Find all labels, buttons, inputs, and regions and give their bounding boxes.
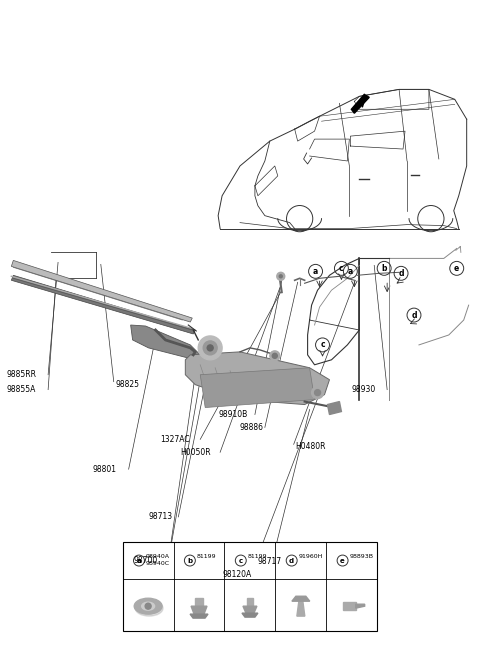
Text: 98120A: 98120A: [222, 570, 252, 579]
Ellipse shape: [135, 600, 163, 616]
Text: 98930: 98930: [351, 385, 376, 394]
Circle shape: [203, 341, 217, 355]
Text: d: d: [411, 311, 417, 319]
Polygon shape: [247, 599, 253, 606]
Text: H0050R: H0050R: [180, 448, 211, 457]
Circle shape: [312, 387, 324, 399]
Polygon shape: [190, 614, 208, 618]
Text: 81199: 81199: [196, 554, 216, 559]
Polygon shape: [12, 260, 192, 322]
Circle shape: [277, 273, 285, 281]
Text: 98801: 98801: [93, 464, 117, 474]
Text: 1327AC: 1327AC: [160, 435, 190, 444]
Text: a: a: [348, 267, 353, 276]
Polygon shape: [195, 599, 203, 606]
Text: 98910B: 98910B: [218, 410, 247, 419]
Circle shape: [314, 390, 321, 396]
Text: d: d: [289, 558, 294, 564]
Ellipse shape: [134, 599, 162, 614]
Text: c: c: [339, 264, 344, 273]
Text: c: c: [239, 558, 243, 564]
Text: 98893B: 98893B: [349, 554, 373, 559]
Bar: [123, 542, 377, 631]
Polygon shape: [131, 325, 200, 360]
Polygon shape: [185, 352, 329, 405]
Text: 98717: 98717: [258, 557, 282, 566]
Text: H0480R: H0480R: [296, 442, 326, 451]
Circle shape: [270, 351, 280, 361]
Polygon shape: [297, 601, 305, 616]
Text: 98825: 98825: [116, 380, 140, 389]
Circle shape: [272, 353, 277, 358]
Polygon shape: [200, 368, 314, 407]
Text: a: a: [313, 267, 318, 276]
Text: e: e: [340, 558, 345, 564]
Text: d: d: [398, 269, 404, 278]
Polygon shape: [12, 275, 195, 334]
Text: b: b: [382, 264, 387, 273]
Text: b: b: [187, 558, 192, 564]
Polygon shape: [243, 606, 257, 613]
Polygon shape: [356, 604, 365, 608]
Text: 98855A: 98855A: [6, 385, 36, 394]
Ellipse shape: [142, 602, 155, 610]
Circle shape: [279, 275, 282, 278]
Polygon shape: [327, 401, 341, 415]
Text: a: a: [137, 558, 141, 564]
Text: 98700: 98700: [133, 556, 158, 565]
Text: 91960H: 91960H: [298, 554, 323, 559]
Text: 98886: 98886: [240, 423, 264, 432]
Text: 9885RR: 9885RR: [6, 371, 36, 379]
Circle shape: [207, 345, 213, 351]
Circle shape: [198, 336, 222, 360]
Text: 98940C: 98940C: [145, 561, 170, 566]
Text: 81199: 81199: [247, 554, 267, 559]
Polygon shape: [343, 602, 356, 610]
Text: 98940A: 98940A: [145, 554, 169, 559]
Text: e: e: [454, 264, 459, 273]
Text: 98713: 98713: [148, 512, 173, 522]
Text: c: c: [320, 340, 325, 350]
Polygon shape: [191, 606, 207, 614]
Circle shape: [145, 603, 151, 609]
Polygon shape: [351, 95, 369, 113]
Polygon shape: [242, 613, 258, 617]
Polygon shape: [292, 597, 310, 601]
